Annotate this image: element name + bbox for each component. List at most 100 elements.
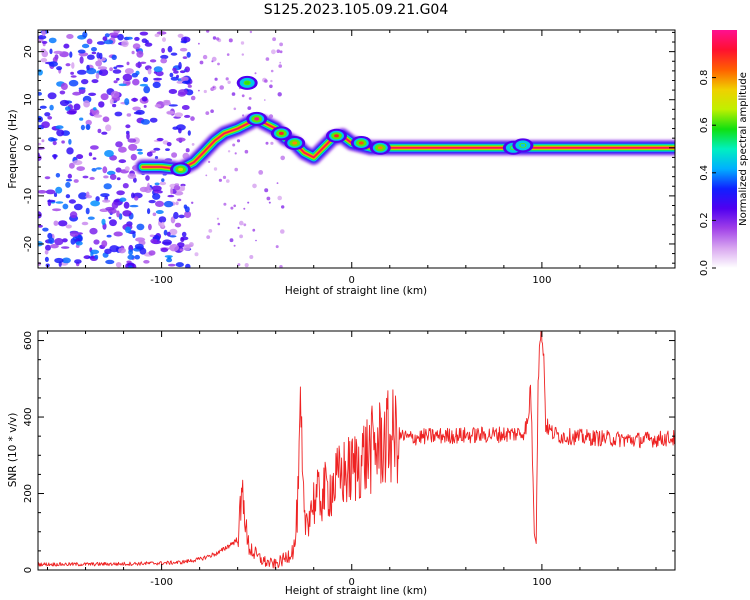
- noise-speckle: [111, 54, 117, 60]
- noise-speckle: [68, 199, 76, 204]
- noise-speckle: [184, 66, 190, 73]
- noise-speckle: [44, 176, 51, 180]
- noise-speckle: [177, 198, 182, 202]
- noise-speckle: [103, 175, 109, 179]
- noise-speckle: [279, 42, 283, 47]
- noise-speckle: [41, 139, 45, 143]
- noise-speckle: [163, 229, 168, 236]
- noise-speckle: [59, 90, 66, 95]
- noise-speckle: [82, 31, 88, 38]
- noise-speckle: [227, 150, 231, 153]
- y-tick-label: 200: [23, 484, 34, 503]
- noise-speckle: [53, 50, 63, 55]
- noise-speckle: [169, 228, 178, 236]
- spectrogram-y-ticks: -20 -10 0 10 20: [23, 31, 675, 264]
- noise-speckle: [249, 255, 254, 259]
- noise-speckle: [242, 114, 245, 117]
- noise-speckle: [118, 146, 127, 153]
- noise-speckle: [158, 216, 167, 223]
- noise-speckle: [88, 152, 93, 157]
- noise-speckle: [153, 147, 161, 151]
- noise-speckle: [152, 212, 157, 217]
- y-tick-label: 0: [23, 145, 34, 151]
- noise-speckle: [167, 194, 175, 198]
- noise-speckle: [109, 245, 119, 253]
- noise-speckle: [90, 200, 100, 207]
- noise-speckle: [279, 61, 282, 64]
- spectrogram-y-axis-label: Frequency (Hz): [7, 109, 19, 188]
- noise-speckle: [179, 70, 186, 74]
- noise-speckle: [166, 231, 171, 237]
- noise-speckle: [80, 124, 85, 131]
- noise-speckle: [77, 69, 87, 75]
- noise-speckle: [105, 124, 112, 132]
- noise-speckle: [38, 142, 42, 146]
- noise-speckle: [264, 99, 266, 101]
- noise-speckle: [98, 101, 105, 108]
- noise-speckle: [118, 83, 127, 87]
- noise-speckle: [47, 232, 53, 239]
- noise-speckle: [48, 61, 58, 67]
- x-tick-label: -100: [150, 577, 173, 588]
- noise-speckle: [75, 241, 83, 246]
- noise-speckle: [279, 265, 283, 268]
- noise-speckle: [218, 178, 222, 182]
- noise-speckle: [170, 76, 179, 81]
- noise-speckle: [160, 54, 169, 60]
- noise-speckle: [66, 110, 77, 115]
- noise-speckle: [167, 256, 172, 260]
- noise-speckle: [91, 47, 97, 52]
- noise-speckle: [180, 76, 189, 82]
- noise-speckle: [153, 77, 163, 81]
- noise-speckle: [45, 189, 56, 195]
- spectrogram-x-axis-label: Height of straight line (km): [285, 285, 427, 297]
- noise-speckle: [163, 200, 174, 208]
- noise-speckle: [132, 78, 140, 86]
- noise-speckle: [216, 37, 220, 41]
- colorbar-tick-label: 0.8: [699, 70, 710, 86]
- noise-speckle: [96, 41, 106, 45]
- noise-speckle: [126, 132, 130, 140]
- noise-speckle: [95, 196, 100, 202]
- noise-speckle: [126, 61, 130, 66]
- noise-speckle: [208, 229, 213, 233]
- x-tick-label: 100: [532, 577, 551, 588]
- noise-speckle: [142, 76, 149, 83]
- noise-speckle: [255, 239, 257, 242]
- spectral-blob: [358, 141, 364, 145]
- noise-speckle: [78, 87, 86, 90]
- noise-speckle: [130, 153, 137, 161]
- noise-speckle: [105, 206, 115, 211]
- noise-speckle: [131, 192, 135, 199]
- ridge-layer: [141, 118, 675, 171]
- noise-speckle: [54, 257, 64, 264]
- noise-speckle: [135, 62, 142, 68]
- noise-speckle: [146, 151, 153, 157]
- noise-speckle: [160, 58, 168, 64]
- noise-speckle: [233, 204, 236, 208]
- noise-speckle: [86, 38, 93, 45]
- noise-speckle: [70, 71, 74, 75]
- y-tick-label: 20: [23, 45, 34, 58]
- noise-speckle: [254, 72, 257, 75]
- noise-speckle: [177, 33, 184, 38]
- noise-speckle: [170, 52, 178, 56]
- noise-speckle: [124, 166, 130, 172]
- noise-speckle: [162, 37, 166, 42]
- noise-speckle: [71, 62, 75, 69]
- noise-speckle: [219, 85, 224, 90]
- noise-speckle: [240, 41, 245, 45]
- noise-speckle: [113, 66, 118, 70]
- noise-speckle: [183, 244, 191, 251]
- noise-speckle: [49, 48, 53, 55]
- noise-speckle: [247, 201, 250, 204]
- noise-speckle: [86, 64, 90, 71]
- noise-speckle: [67, 173, 73, 179]
- noise-speckle: [49, 104, 54, 111]
- noise-speckle: [247, 106, 252, 110]
- noise-speckle: [270, 141, 274, 145]
- snr-x-axis-label: Height of straight line (km): [285, 585, 427, 597]
- spectral-blob: [244, 81, 250, 85]
- noise-speckle: [59, 99, 70, 107]
- noise-speckle: [131, 97, 139, 102]
